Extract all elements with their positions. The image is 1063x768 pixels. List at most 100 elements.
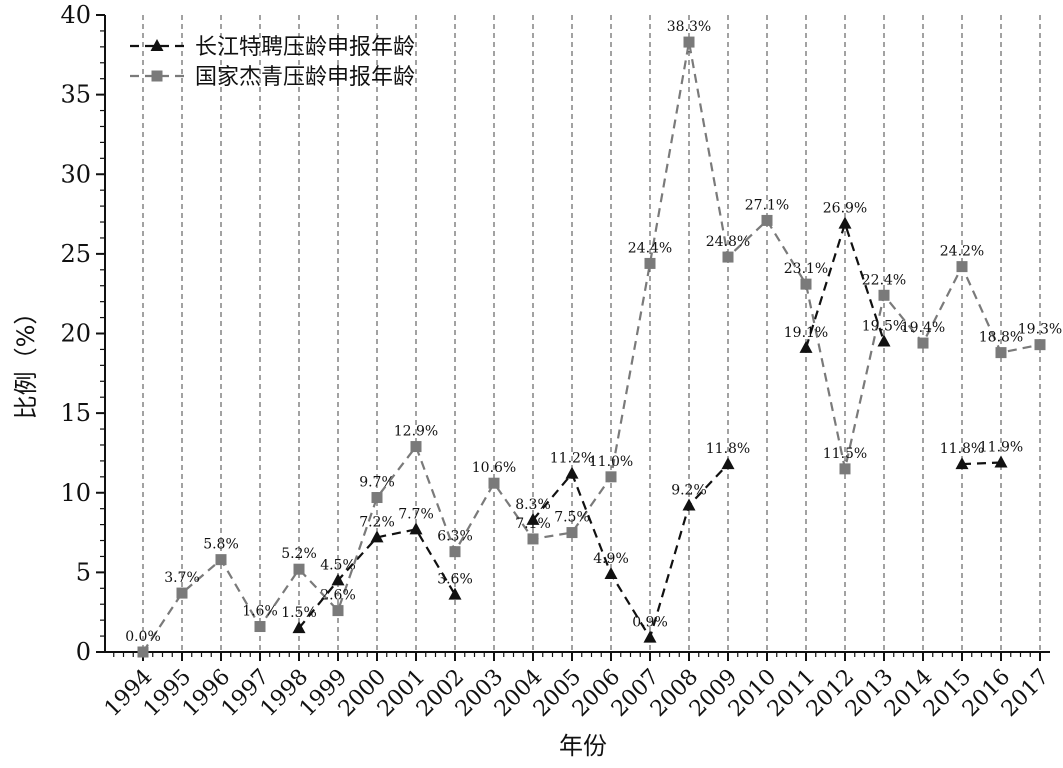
data-label: 11.2% [550,451,594,467]
square-marker [410,441,422,453]
data-label: 11.0% [589,454,633,470]
data-label: 7.1% [515,516,551,532]
square-marker [800,278,812,290]
data-label: 27.1% [745,197,789,213]
square-marker [995,347,1007,359]
triangle-marker [799,340,813,353]
triangle-marker [331,573,345,586]
series-line [298,528,456,629]
data-label: 7.2% [359,514,395,530]
data-label: 19.3% [1018,322,1062,338]
data-label: 5.8% [203,537,239,553]
square-marker [371,492,383,504]
y-tick-label: 0 [76,638,91,666]
y-tick-label: 25 [60,240,91,268]
legend-label: 国家杰青压龄申报年龄 [195,65,415,90]
data-label: 26.9% [823,201,867,217]
square-marker [176,587,188,599]
square-marker [137,646,149,658]
data-label: 8.3% [515,497,551,513]
data-label: 11.8% [706,441,750,457]
data-label: 24.2% [940,244,984,260]
y-tick-label: 5 [76,558,91,586]
data-label: 19.4% [901,320,945,336]
data-label: 7.5% [554,510,590,526]
square-marker [151,70,163,82]
triangle-marker [682,498,696,511]
y-tick-label: 35 [60,81,91,109]
data-label: 3.6% [437,572,473,588]
square-marker [644,257,656,269]
data-label: 22.4% [862,272,906,288]
data-label: 18.8% [979,330,1023,346]
series-line [142,41,1041,653]
data-label: 19.5% [862,318,906,334]
square-marker [956,261,968,273]
triangle-marker [150,39,164,51]
series-line [961,461,1002,466]
data-label: 11.9% [979,439,1023,455]
data-label: 12.9% [394,424,438,440]
data-label: 5.2% [281,546,317,562]
y-axis-title: 比例（%） [12,301,40,420]
triangle-marker [643,630,657,643]
triangle-marker [448,587,462,600]
data-label: 10.6% [472,460,516,476]
square-marker [449,546,461,558]
square-marker [605,471,617,483]
data-label: 3.7% [164,570,200,586]
data-label: 9.2% [671,482,707,498]
data-label: 2.6% [320,588,356,604]
square-marker [878,289,890,301]
y-tick-label: 30 [60,160,91,188]
square-marker [566,527,578,539]
triangle-marker [877,334,891,347]
y-tick-label: 20 [60,320,91,348]
triangle-marker [604,566,618,579]
data-label: 1.5% [281,605,317,621]
data-label: 11.8% [940,441,984,457]
triangle-marker [955,457,969,470]
square-marker [332,605,344,617]
legend-item-1: 长江特聘压龄申报年龄 [130,35,415,60]
series-layer [137,36,1046,658]
data-label: 0.0% [125,629,161,645]
y-tick-label: 15 [60,399,91,427]
triangle-marker [370,530,384,543]
triangle-marker [565,466,579,479]
x-axis-title: 年份 [559,732,607,760]
triangle-marker [409,522,423,535]
y-tick-label: 40 [60,1,91,29]
series-1 [292,216,1008,643]
series-2 [137,36,1046,658]
data-label: 4.5% [320,557,356,573]
square-marker [527,533,539,545]
data-label: 4.9% [593,551,629,567]
legend-item-2: 国家杰青压龄申报年龄 [130,65,415,90]
data-label: 11.5% [823,446,867,462]
data-label: 38.3% [667,19,711,35]
series-line [532,463,729,641]
square-marker [488,477,500,489]
square-marker [1034,339,1046,351]
triangle-marker [721,457,735,470]
legend-label: 长江特聘压龄申报年龄 [195,35,415,60]
y-tick-label: 10 [60,479,91,507]
data-label: 7.7% [398,506,434,522]
square-marker [683,36,695,48]
triangle-marker [838,216,852,229]
square-marker [761,214,773,226]
square-marker [254,621,266,633]
data-label: 24.8% [706,234,750,250]
square-marker [293,563,305,575]
square-marker [722,251,734,263]
square-marker [839,463,851,475]
data-labels: 1.5% 4.5% 7.2% 7.7% 3.6% 8.3% 11.2% 4.9% 0.9% 9.2… [125,19,1062,645]
triangle-marker [292,621,306,634]
series-line [804,220,886,349]
data-label: 19.1% [784,325,828,341]
axes: 0510152025303540199419951996199719981999… [60,1,1054,722]
square-marker [215,554,227,566]
